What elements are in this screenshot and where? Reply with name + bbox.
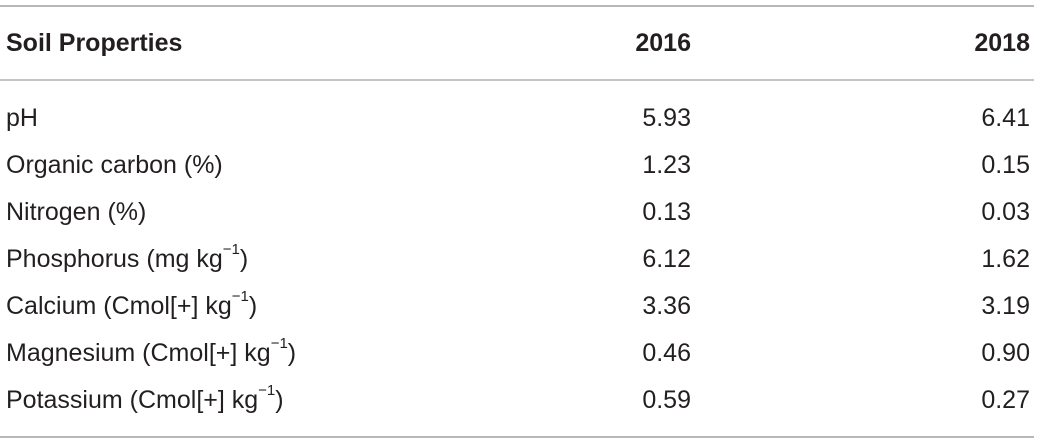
unit-superscript: −1 — [270, 334, 288, 352]
property-label: Organic carbon (%) — [6, 151, 223, 179]
value-2016-cell: 0.59 — [642, 386, 691, 414]
unit-superscript: −1 — [231, 287, 249, 305]
property-cell: Phosphorus (mg kg−1) — [0, 236, 566, 283]
value-2018-cell: 0.27 — [981, 386, 1030, 414]
value-2016-cell: 1.23 — [642, 151, 691, 179]
property-label: Phosphorus (mg kg — [6, 245, 223, 273]
property-label: Potassium (Cmol[+] kg — [6, 386, 259, 414]
property-label: Magnesium (Cmol[+] kg — [6, 339, 271, 367]
header-soil-properties: Soil Properties — [6, 28, 183, 57]
value-2016-cell: 3.36 — [642, 292, 691, 320]
header-2018: 2018 — [974, 28, 1030, 57]
unit-superscript: −1 — [222, 240, 240, 258]
value-2018-cell: 3.19 — [981, 292, 1030, 320]
value-2018-cell: 1.62 — [981, 245, 1030, 273]
value-2018-cell: 6.41 — [981, 104, 1030, 132]
property-label: Nitrogen (%) — [6, 198, 147, 226]
value-2016-cell: 0.46 — [642, 339, 691, 367]
table-row: Nitrogen (%) 0.13 0.03 — [0, 189, 1034, 236]
table-row: Organic carbon (%) 1.23 0.15 — [0, 142, 1034, 189]
table-row: Phosphorus (mg kg−1) 6.12 1.62 — [0, 236, 1034, 283]
table-row: Magnesium (Cmol[+] kg−1) 0.46 0.90 — [0, 330, 1034, 377]
unit-close: ) — [275, 386, 284, 414]
unit-close: ) — [248, 292, 258, 320]
header-row: Soil Properties 2016 2018 — [0, 6, 1034, 80]
table-header: Soil Properties 2016 2018 — [0, 6, 1034, 80]
property-cell: Magnesium (Cmol[+] kg−1) — [0, 330, 566, 377]
table-body: pH 5.93 6.41 Organic carbon (%) 1.23 0.1… — [0, 80, 1034, 437]
value-2016-cell: 5.93 — [642, 104, 691, 132]
property-cell: Organic carbon (%) — [0, 142, 566, 189]
unit-close: ) — [239, 245, 249, 273]
value-2016-cell: 0.13 — [642, 198, 691, 226]
unit-superscript: −1 — [258, 381, 276, 399]
soil-properties-table: Soil Properties 2016 2018 pH 5.93 6.41 O… — [0, 5, 1034, 438]
value-2018-cell: 0.15 — [981, 151, 1030, 179]
table-row: pH 5.93 6.41 — [0, 80, 1034, 142]
property-cell: Nitrogen (%) — [0, 189, 566, 236]
property-cell: Potassium (Cmol[+] kg−1) — [0, 377, 566, 437]
property-label: Calcium (Cmol[+] kg — [6, 292, 232, 320]
value-2016-cell: 6.12 — [642, 245, 691, 273]
table-row: Potassium (Cmol[+] kg−1) 0.59 0.27 — [0, 377, 1034, 437]
header-2016: 2016 — [635, 28, 691, 57]
property-label: pH — [6, 104, 38, 132]
value-2018-cell: 0.03 — [981, 198, 1030, 226]
value-2018-cell: 0.90 — [981, 339, 1030, 367]
property-cell: pH — [0, 80, 566, 142]
property-cell: Calcium (Cmol[+] kg−1) — [0, 283, 566, 330]
unit-close: ) — [287, 339, 297, 367]
table-row: Calcium (Cmol[+] kg−1) 3.36 3.19 — [0, 283, 1034, 330]
